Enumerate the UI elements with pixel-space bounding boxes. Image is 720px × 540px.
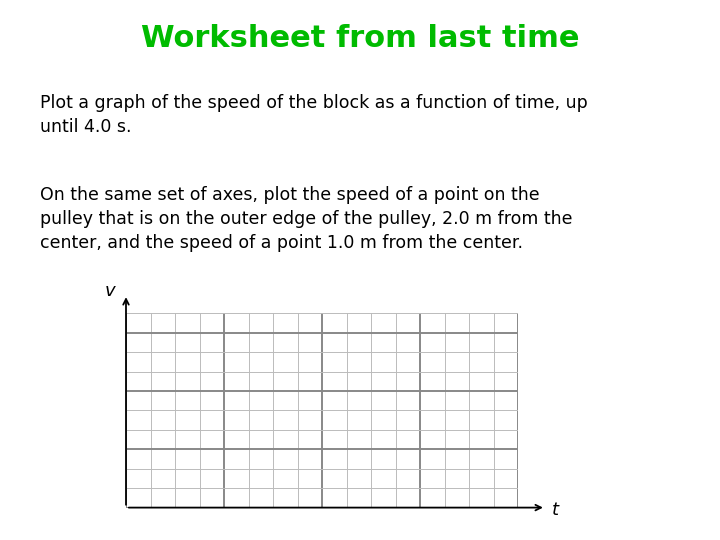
Text: Worksheet from last time: Worksheet from last time (140, 24, 580, 53)
Text: On the same set of axes, plot the speed of a point on the
pulley that is on the : On the same set of axes, plot the speed … (40, 186, 572, 252)
Text: v: v (105, 281, 115, 300)
Text: Plot a graph of the speed of the block as a function of time, up
until 4.0 s.: Plot a graph of the speed of the block a… (40, 94, 588, 136)
Text: t: t (552, 501, 559, 519)
